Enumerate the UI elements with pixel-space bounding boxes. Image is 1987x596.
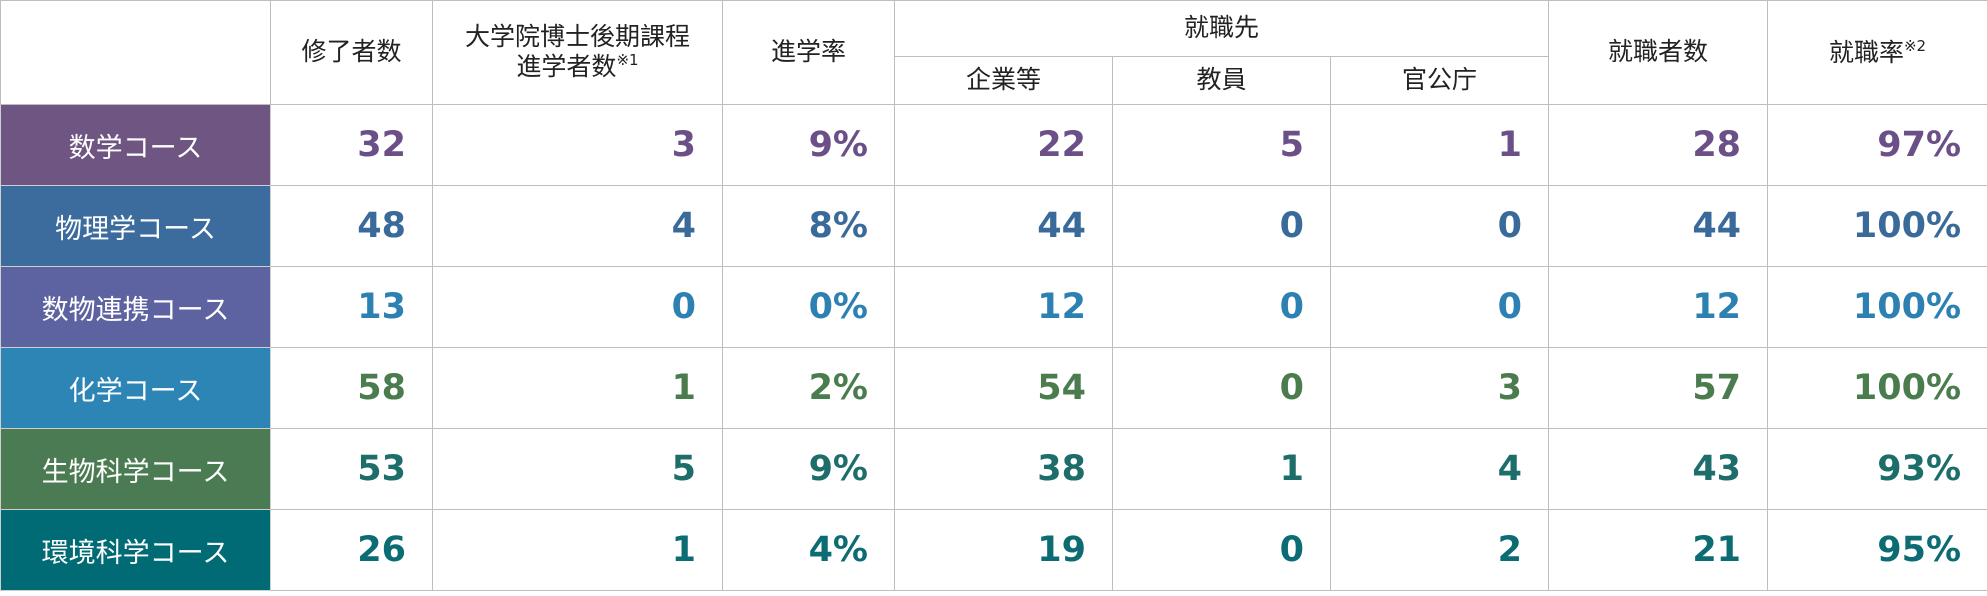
table-body: 数学コース 32 3 9% 22 5 1 28 97% 物理学コース 48 4 8% 44 0 0 44 100%…	[0, 104, 1987, 591]
value-cell: 21	[1548, 509, 1769, 591]
value-cell: 5	[432, 428, 723, 510]
value-cell: 0	[1112, 266, 1331, 348]
header-text: 就職率	[1828, 37, 1904, 67]
footnote-mark: ※1	[616, 51, 639, 69]
value-cell: 97%	[1767, 104, 1987, 186]
table-row: 環境科学コース 26 1 4% 19 0 2 21 95%	[0, 509, 1987, 591]
header-text: 大学院博士後期課程	[464, 22, 690, 52]
header-cell: 官公庁	[1329, 56, 1550, 105]
value-cell: 1	[432, 347, 723, 429]
value-cell: 8%	[722, 185, 895, 267]
header-cell: 進学率	[722, 0, 895, 105]
table-row: 数物連携コース 13 0 0% 12 0 0 12 100%	[0, 266, 1987, 348]
value-cell: 2%	[722, 347, 895, 429]
value-cell: 38	[894, 428, 1113, 510]
value-cell: 3	[432, 104, 723, 186]
value-cell: 100%	[1767, 266, 1987, 348]
value-cell: 0	[1329, 185, 1550, 267]
value-cell: 0	[432, 266, 723, 348]
value-cell: 4	[1329, 428, 1550, 510]
value-cell: 0	[1112, 185, 1331, 267]
value-cell: 2	[1329, 509, 1550, 591]
value-cell: 3	[1329, 347, 1550, 429]
course-label: 環境科学コース	[0, 509, 271, 591]
value-cell: 53	[270, 428, 433, 510]
header-text: 進学者数	[516, 52, 617, 81]
header-text: 就職先	[1184, 13, 1260, 43]
value-cell: 26	[270, 509, 433, 591]
value-cell: 22	[894, 104, 1113, 186]
value-cell: 0	[1112, 509, 1331, 591]
value-cell: 0	[1112, 347, 1331, 429]
value-cell: 9%	[722, 428, 895, 510]
course-label: 物理学コース	[0, 185, 271, 267]
value-cell: 44	[894, 185, 1113, 267]
table-row: 物理学コース 48 4 8% 44 0 0 44 100%	[0, 185, 1987, 267]
value-cell: 32	[270, 104, 433, 186]
course-label: 化学コース	[0, 347, 271, 429]
value-cell: 28	[1548, 104, 1769, 186]
header-text: 教員	[1196, 65, 1247, 95]
value-cell: 4%	[722, 509, 895, 591]
value-cell: 4	[432, 185, 723, 267]
footnote-mark: ※2	[1903, 36, 1927, 55]
value-cell: 44	[1548, 185, 1769, 267]
value-cell: 13	[270, 266, 433, 348]
header-cell: 就職者数	[1548, 0, 1769, 105]
value-cell: 54	[894, 347, 1113, 429]
header-cell: 大学院博士後期課程 進学者数※1	[432, 0, 723, 105]
header-cell: 修了者数	[270, 0, 433, 105]
value-cell: 1	[432, 509, 723, 591]
value-cell: 43	[1548, 428, 1769, 510]
value-cell: 12	[1548, 266, 1769, 348]
header-text: 進学率	[770, 37, 846, 67]
value-cell: 57	[1548, 347, 1769, 429]
value-cell: 0	[1329, 266, 1550, 348]
header-text: 就職者数	[1608, 37, 1709, 67]
value-cell: 12	[894, 266, 1113, 348]
value-cell: 100%	[1767, 347, 1987, 429]
header-text: 修了者数	[301, 37, 402, 67]
header-cell: 就職先	[893, 0, 1550, 57]
value-cell: 0%	[722, 266, 895, 348]
corner-cell	[0, 0, 271, 105]
header-text: 企業等	[965, 65, 1041, 95]
table-row: 生物科学コース 53 5 9% 38 1 4 43 93%	[0, 428, 1987, 510]
value-cell: 1	[1112, 428, 1331, 510]
value-cell: 58	[270, 347, 433, 429]
header-text: 官公庁	[1402, 65, 1478, 95]
value-cell: 1	[1329, 104, 1550, 186]
value-cell: 100%	[1767, 185, 1987, 267]
course-label: 生物科学コース	[0, 428, 271, 510]
table-row: 化学コース 58 1 2% 54 0 3 57 100%	[0, 347, 1987, 429]
value-cell: 9%	[722, 104, 895, 186]
value-cell: 5	[1112, 104, 1331, 186]
header-cell: 教員	[1112, 56, 1331, 105]
table-row: 数学コース 32 3 9% 22 5 1 28 97%	[0, 104, 1987, 186]
header-cell: 企業等	[894, 56, 1113, 105]
value-cell: 19	[894, 509, 1113, 591]
course-label: 数物連携コース	[0, 266, 271, 348]
value-cell: 93%	[1767, 428, 1987, 510]
course-label: 数学コース	[0, 104, 271, 186]
value-cell: 95%	[1767, 509, 1987, 591]
header-cell: 就職率※2	[1767, 0, 1987, 105]
value-cell: 48	[270, 185, 433, 267]
table-header: 修了者数 大学院博士後期課程 進学者数※1 進学率 就職先 就職者数 就職率※2 …	[0, 0, 1987, 105]
